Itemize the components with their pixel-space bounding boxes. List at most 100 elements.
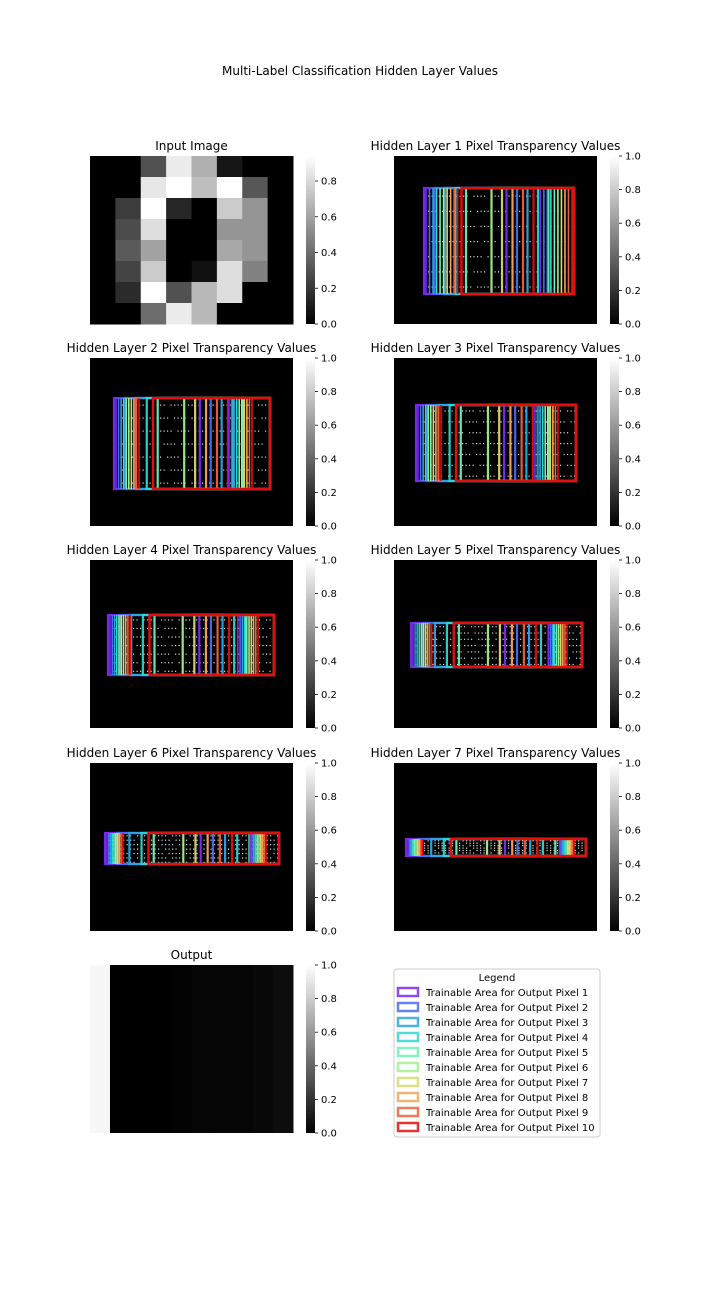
pixel-dot bbox=[177, 456, 179, 458]
pixel-dot bbox=[158, 852, 160, 855]
pixel-dot bbox=[513, 638, 515, 640]
pixel-dot bbox=[476, 443, 478, 445]
pixel-dot bbox=[220, 619, 222, 621]
pixel-dot bbox=[231, 662, 233, 664]
pixel-dot bbox=[219, 456, 221, 458]
colorbar: 0.0 0.2 0.4 0.6 0.8 1.0 bbox=[610, 759, 641, 938]
pixel-dot bbox=[466, 210, 468, 212]
pixel-dot bbox=[219, 482, 221, 484]
pixel-dot bbox=[210, 835, 212, 837]
colorbar-tick-label: 0.0 bbox=[321, 724, 337, 735]
pixel-dot bbox=[578, 845, 580, 847]
pixel-dot bbox=[560, 475, 562, 477]
pixel-dot bbox=[481, 657, 483, 659]
pixel-dot bbox=[507, 410, 509, 412]
pixel-dot bbox=[452, 840, 454, 842]
pixel-dot bbox=[191, 469, 193, 471]
pixel-dot bbox=[202, 417, 204, 419]
pixel-dot bbox=[150, 636, 152, 638]
pixel-dot bbox=[479, 453, 481, 456]
pixel-dot bbox=[466, 286, 468, 288]
pixel-dot bbox=[474, 632, 476, 634]
pixel-dot bbox=[445, 845, 447, 847]
pixel-dot bbox=[252, 645, 254, 647]
heatmap-cell bbox=[242, 261, 269, 283]
pixel-dot bbox=[185, 627, 187, 630]
pixel-dot bbox=[508, 271, 510, 273]
pixel-dot bbox=[459, 210, 461, 212]
pixel-dot bbox=[459, 195, 461, 197]
pixel-dot bbox=[172, 844, 174, 846]
trainable-area-outline bbox=[454, 403, 578, 483]
pixel-dot bbox=[171, 619, 173, 621]
pixel-dot bbox=[497, 443, 499, 445]
pixel-dot bbox=[438, 225, 440, 228]
pixel-dot bbox=[172, 857, 174, 859]
pixel-dot bbox=[450, 632, 452, 634]
pixel-dot bbox=[509, 663, 511, 666]
pixel-dot bbox=[534, 626, 536, 628]
pixel-dot bbox=[553, 842, 555, 844]
pixel-dot bbox=[167, 456, 169, 458]
pixel-dot bbox=[186, 844, 188, 846]
pixel-dot bbox=[556, 421, 558, 423]
pixel-dot bbox=[556, 475, 558, 477]
pixel-dot bbox=[130, 844, 132, 846]
pixel-dot bbox=[175, 839, 177, 841]
pixel-dot bbox=[172, 835, 174, 837]
colorbar-tick-label: 0.4 bbox=[321, 454, 337, 465]
pixel-dot bbox=[270, 861, 272, 863]
pixel-dot bbox=[448, 849, 450, 852]
output-cell bbox=[252, 965, 274, 1133]
legend-label: Trainable Area for Output Pixel 8 bbox=[425, 1093, 588, 1104]
pixel-dot bbox=[132, 482, 134, 484]
pixel-dot bbox=[188, 404, 190, 406]
pixel-dot bbox=[528, 421, 530, 423]
pixel-dot bbox=[217, 839, 219, 841]
pixel-dot bbox=[140, 627, 142, 630]
pixel-dot bbox=[469, 432, 471, 434]
heatmap-cell bbox=[140, 177, 167, 199]
pixel-dot bbox=[237, 456, 239, 458]
pixel-dot bbox=[245, 861, 247, 863]
pixel-dot bbox=[556, 432, 558, 434]
pixel-dot bbox=[570, 410, 572, 412]
pixel-dot bbox=[133, 636, 135, 638]
pixel-dot bbox=[476, 421, 478, 423]
pixel-dot bbox=[126, 852, 128, 855]
pixel-dot bbox=[193, 835, 195, 837]
colorbar-tick-label: 0.8 bbox=[321, 994, 337, 1005]
colorbar: 0.0 0.2 0.4 0.6 0.8 bbox=[306, 156, 337, 331]
pixel-dot bbox=[467, 638, 469, 640]
pixel-dot bbox=[228, 857, 230, 859]
pixel-dot bbox=[167, 430, 169, 432]
pixel-dot bbox=[247, 417, 249, 419]
pixel-dot bbox=[213, 645, 215, 647]
pixel-dot bbox=[483, 852, 485, 854]
pixel-dot bbox=[500, 453, 502, 456]
pixel-dot bbox=[574, 840, 576, 842]
pixel-dot bbox=[483, 842, 485, 844]
trainable-area-outline bbox=[449, 837, 588, 858]
pixel-dot bbox=[442, 286, 444, 288]
pixel-dot bbox=[462, 443, 464, 445]
pixel-dot bbox=[266, 619, 268, 621]
heatmap-cell bbox=[191, 261, 218, 283]
pixel-dot bbox=[203, 619, 205, 621]
pixel-dot bbox=[109, 857, 111, 859]
pixel-dot bbox=[164, 653, 166, 655]
pixel-dot bbox=[520, 632, 522, 634]
pixel-dot bbox=[262, 627, 264, 630]
pixel-dot bbox=[462, 849, 464, 852]
pixel-dot bbox=[126, 636, 128, 638]
pixel-dot bbox=[147, 670, 149, 672]
pixel-dot bbox=[423, 475, 425, 477]
pixel-dot bbox=[167, 443, 169, 445]
pixel-dot bbox=[273, 848, 275, 850]
pixel-dot bbox=[567, 464, 569, 466]
pixel-dot bbox=[581, 842, 583, 844]
heatmap-cell bbox=[267, 282, 294, 304]
panel-title: Hidden Layer 6 Pixel Transparency Values bbox=[67, 746, 317, 760]
pixel-dot bbox=[529, 241, 531, 243]
